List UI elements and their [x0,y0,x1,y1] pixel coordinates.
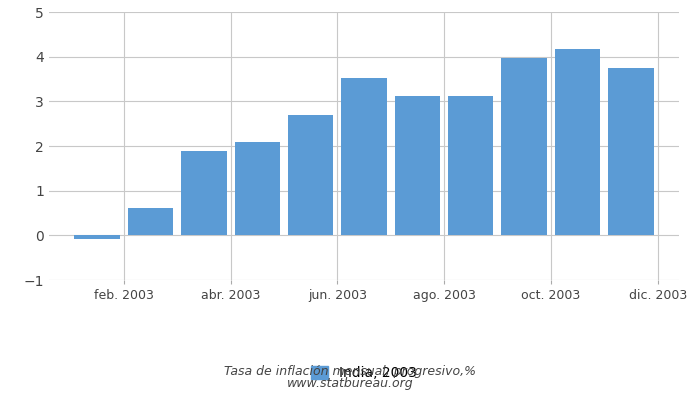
Bar [608,68,654,235]
Bar [342,78,386,235]
Bar [74,235,120,239]
Bar [555,49,600,235]
Bar [288,115,333,235]
Bar [395,96,440,235]
Bar [181,151,227,235]
Legend: India, 2003: India, 2003 [306,360,422,386]
Bar [127,208,173,235]
Bar [501,58,547,235]
Text: Tasa de inflación mensual, progresivo,%: Tasa de inflación mensual, progresivo,% [224,366,476,378]
Bar [448,96,493,235]
Bar [234,142,280,235]
Text: www.statbureau.org: www.statbureau.org [287,378,413,390]
